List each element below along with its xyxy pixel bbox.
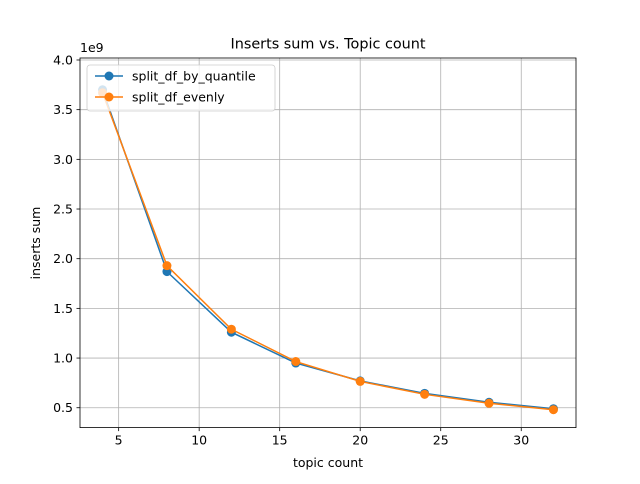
- x-tick-label: 20: [352, 433, 368, 448]
- x-tick-label: 15: [272, 433, 288, 448]
- legend-entry: split_df_by_quantile: [95, 69, 256, 84]
- y-tick-label: 1.0: [53, 351, 73, 366]
- chart-title: Inserts sum vs. Topic count: [230, 37, 425, 53]
- legend-marker: [104, 92, 114, 102]
- x-tick-label: 25: [433, 433, 449, 448]
- legend-marker: [104, 71, 114, 81]
- data-point: [420, 389, 430, 399]
- legend: split_df_by_quantile split_df_evenly: [86, 64, 276, 112]
- y-axis-label: inserts sum: [28, 207, 43, 280]
- y-tick-label: 1.5: [53, 301, 73, 316]
- grid: [80, 58, 576, 428]
- data-point: [291, 357, 301, 367]
- y-offset-label: 1e9: [80, 40, 104, 55]
- y-tick-label: 3.5: [53, 102, 73, 117]
- data-point: [162, 261, 172, 271]
- x-tick-label: 10: [191, 433, 207, 448]
- y-tick-label: 0.5: [53, 400, 73, 415]
- series-line: [101, 92, 554, 411]
- x-tick-label: 5: [115, 433, 123, 448]
- legend-entry: split_df_evenly: [95, 90, 225, 105]
- x-tick-label: 30: [513, 433, 529, 448]
- y-tick-label: 2.5: [53, 202, 73, 217]
- legend-label: split_df_by_quantile: [132, 69, 256, 84]
- y-tick-label: 2.0: [53, 251, 73, 266]
- data-point: [355, 376, 365, 386]
- y-tick-label: 3.0: [53, 152, 73, 167]
- legend-label: split_df_evenly: [132, 90, 225, 105]
- series-group: [98, 85, 558, 415]
- data-point: [484, 398, 494, 408]
- x-axis-label: topic count: [293, 455, 363, 470]
- legend-box: [86, 64, 276, 112]
- data-point: [548, 405, 558, 415]
- plot-frame: [79, 57, 577, 429]
- data-point: [226, 324, 236, 334]
- axis-ticks: 5 10 15 20 25 30 0.5 1.0 1.5 2.0 2.5 3.0 3.5 4.0: [53, 52, 529, 447]
- y-tick-label: 4.0: [53, 52, 73, 67]
